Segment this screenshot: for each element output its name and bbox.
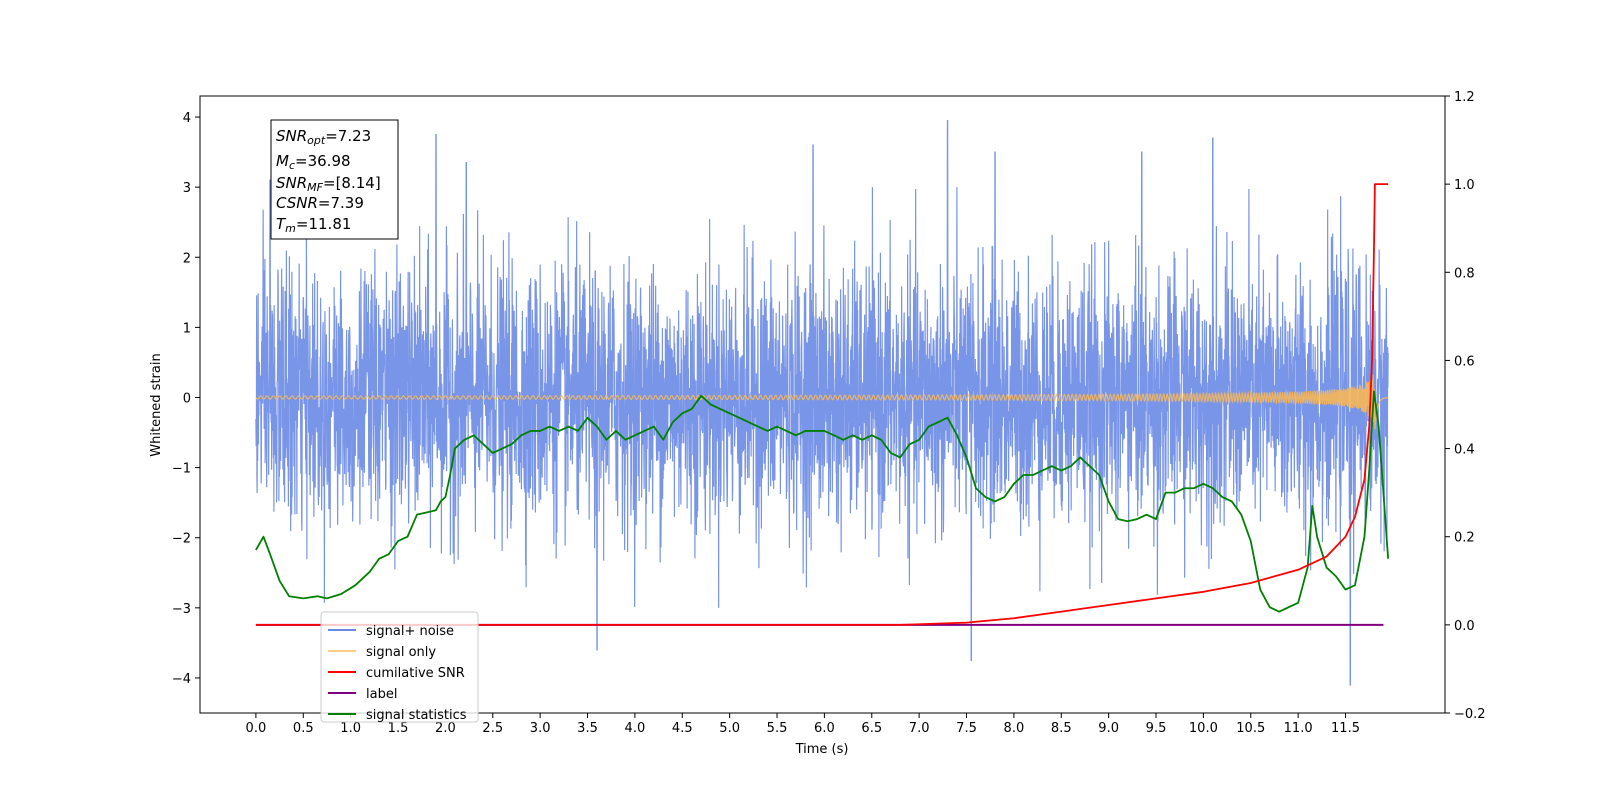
signal-only-line [255, 374, 1389, 430]
annotation-box: SNRopt=7.23 Mc=36.98 SNRMF=[8.14] CSNR=7… [270, 119, 399, 240]
y-left-tick-label: 4 [183, 111, 191, 126]
x-axis-ticks: 0.0 0.5 1.0 1.5 2.0 2.5 3.0 3.5 4.0 4.5 5.0 5.5 6.0 6… [246, 713, 1360, 736]
x-tick-label: 11.0 [1284, 721, 1313, 736]
y-left-tick-label: −3 [172, 602, 191, 617]
x-tick-label: 3.5 [577, 721, 598, 736]
y-axis-label: Whitened strain [149, 353, 164, 456]
y-left-tick-label: −4 [172, 672, 191, 687]
x-axis-label: Time (s) [795, 742, 849, 757]
x-tick-label: 7.0 [909, 721, 930, 736]
cumulative-snr-line [255, 183, 1389, 626]
y-left-tick-label: 1 [183, 321, 191, 336]
signal-statistics-line [255, 390, 1390, 613]
x-tick-label: 5.5 [767, 721, 788, 736]
x-tick-label: 9.5 [1146, 721, 1167, 736]
y-left-tick-label: −1 [172, 462, 191, 477]
legend-label: signal only [366, 645, 436, 660]
x-tick-label: 0.5 [293, 721, 314, 736]
legend-label: cumilative SNR [366, 666, 465, 681]
x-tick-label: 6.5 [861, 721, 882, 736]
x-tick-label: 1.0 [340, 721, 361, 736]
x-tick-label: 1.5 [388, 721, 409, 736]
signal-noise-line [255, 119, 1389, 686]
annotation-snr-mf: SNRMF=[8.14] [276, 174, 381, 194]
x-tick-label: 5.0 [719, 721, 740, 736]
x-tick-label: 10.5 [1236, 721, 1265, 736]
plot-frame [199, 95, 1446, 714]
x-tick-label: 4.0 [625, 721, 646, 736]
series-signal-only [255, 374, 1389, 430]
legend-label: signal+ noise [366, 624, 454, 639]
x-tick-label: 10.0 [1189, 721, 1218, 736]
y-right-tick-label: 0.4 [1454, 443, 1475, 458]
legend-label: signal statistics [366, 708, 467, 723]
y-left-tick-label: 3 [183, 181, 191, 196]
x-tick-label: 7.5 [956, 721, 977, 736]
y-right-tick-label: 0.8 [1454, 266, 1475, 281]
y-right-tick-label: 1.2 [1454, 90, 1475, 105]
x-tick-label: 9.0 [1098, 721, 1119, 736]
y-right-tick-label: 0.2 [1454, 531, 1475, 546]
y-left-tick-label: 0 [183, 391, 191, 406]
legend: signal+ noise signal only cumilative SNR la… [320, 611, 479, 723]
x-tick-label: 6.0 [814, 721, 835, 736]
y-left-tick-label: −2 [172, 532, 191, 547]
x-tick-label: 0.0 [246, 721, 267, 736]
x-tick-label: 11.5 [1331, 721, 1360, 736]
annotation-tm: Tm=11.81 [276, 215, 351, 235]
legend-label: label [366, 687, 397, 702]
y-right-tick-label: 0.0 [1454, 619, 1475, 634]
x-tick-label: 8.5 [1051, 721, 1072, 736]
annotation-csnr: CSNR=7.39 [276, 194, 364, 212]
series-signal-noise [255, 119, 1389, 686]
annotation-mc: Mc=36.98 [276, 152, 351, 172]
y-left-tick-label: 2 [183, 251, 191, 266]
annotation-snr-opt: SNRopt=7.23 [276, 127, 371, 147]
y-axis-right-ticks: −0.2 0.0 0.2 0.4 0.6 0.8 1.0 1.2 [1445, 90, 1486, 722]
x-tick-label: 2.5 [482, 721, 503, 736]
y-axis-left-ticks: −4 −3 −2 −1 0 1 2 3 4 [172, 111, 200, 687]
x-tick-label: 8.0 [1004, 721, 1025, 736]
y-right-tick-label: 0.6 [1454, 354, 1475, 369]
x-tick-label: 2.0 [435, 721, 456, 736]
x-tick-label: 3.0 [530, 721, 551, 736]
x-tick-label: 4.5 [672, 721, 693, 736]
y-right-tick-label: 1.0 [1454, 178, 1475, 193]
y-right-tick-label: −0.2 [1454, 707, 1486, 722]
